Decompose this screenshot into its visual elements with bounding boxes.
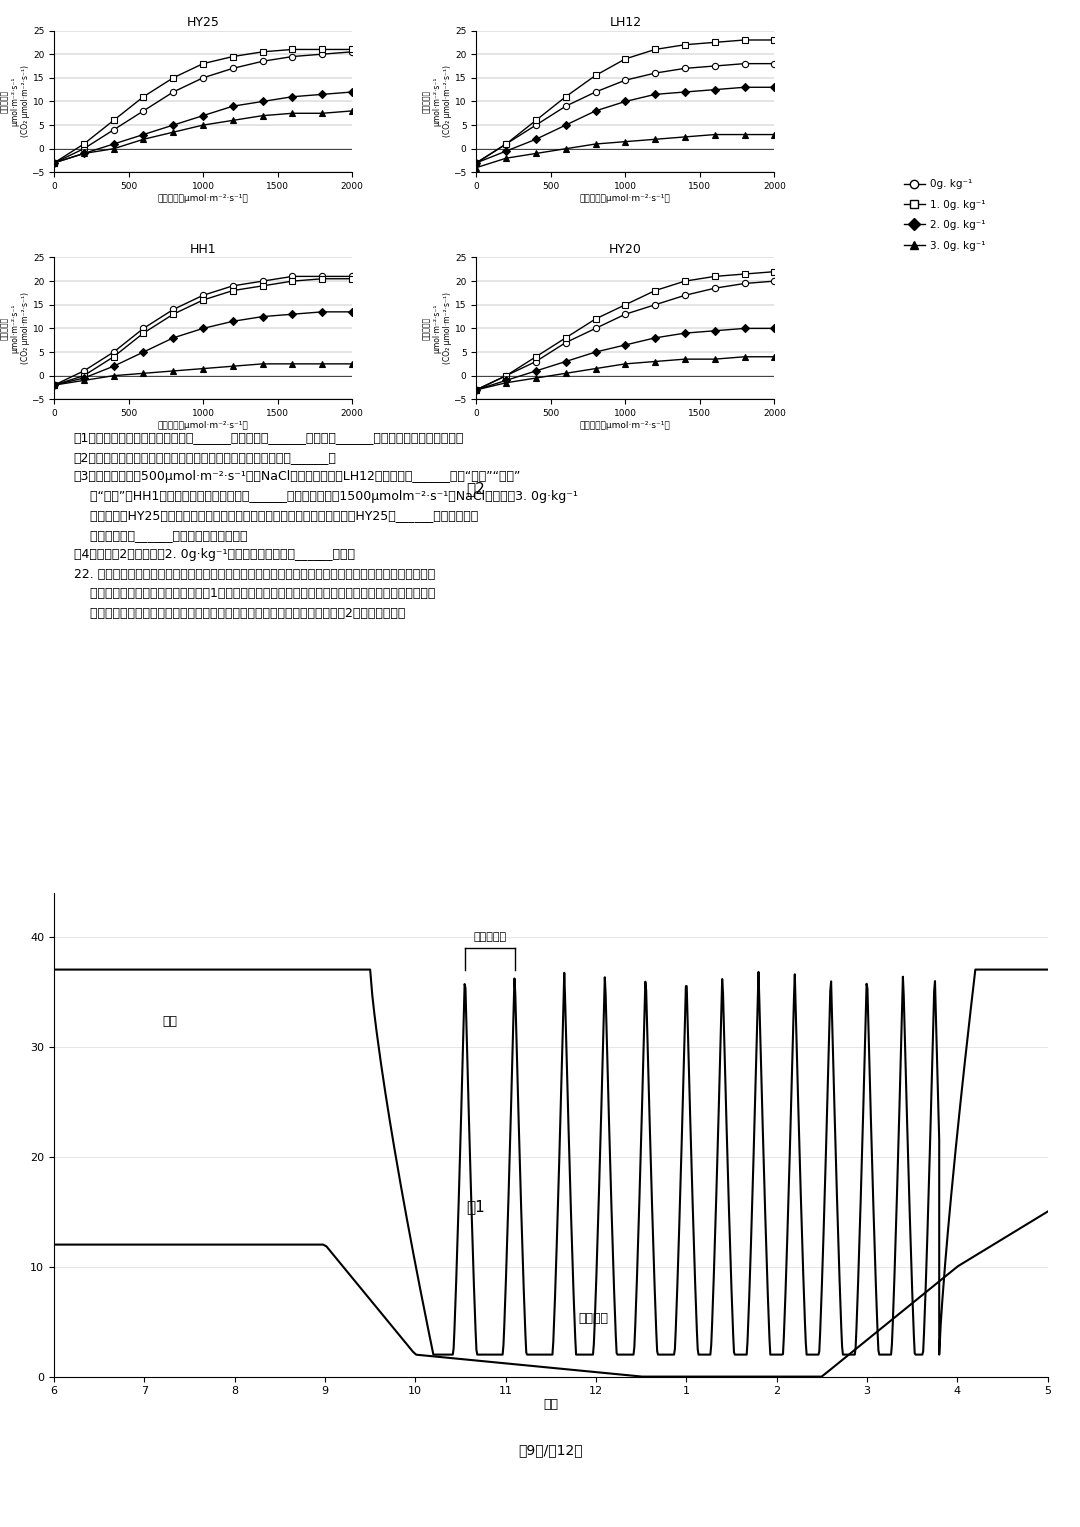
Text: 一个冬眠阵: 一个冬眠阵	[473, 931, 507, 942]
Title: HH1: HH1	[190, 243, 216, 257]
X-axis label: 光照强度（µmol·m⁻²·s⁻¹）: 光照强度（µmol·m⁻²·s⁻¹）	[580, 421, 671, 429]
Y-axis label: 净光合速率
µmol·m⁻²·s⁻¹
(CO₂ µmol·m⁻²·s⁻¹): 净光合速率 µmol·m⁻²·s⁻¹ (CO₂ µmol·m⁻²·s⁻¹)	[0, 66, 29, 137]
X-axis label: 光照强度（µmol·m⁻²·s⁻¹）: 光照强度（µmol·m⁻²·s⁻¹）	[580, 194, 671, 203]
Text: 图1: 图1	[465, 1199, 485, 1214]
Y-axis label: 净光合速率
µmol·m⁻²·s⁻¹
(CO₂ µmol·m⁻²·s⁻¹): 净光合速率 µmol·m⁻²·s⁻¹ (CO₂ µmol·m⁻²·s⁻¹)	[422, 66, 451, 137]
X-axis label: 光照强度（µmol·m⁻²·s⁻¹）: 光照强度（µmol·m⁻²·s⁻¹）	[158, 194, 248, 203]
Legend: 0g. kg⁻¹, 1. 0g. kg⁻¹, 2. 0g. kg⁻¹, 3. 0g. kg⁻¹: 0g. kg⁻¹, 1. 0g. kg⁻¹, 2. 0g. kg⁻¹, 3. 0…	[904, 179, 985, 250]
Text: 环境温度: 环境温度	[578, 1312, 608, 1324]
X-axis label: 光照强度（µmol·m⁻²·s⁻¹）: 光照强度（µmol·m⁻²·s⁻¹）	[158, 421, 248, 429]
Text: （1）花生叶肉细胞中的叶绿素包括______，主要吸收______光，可用______等有机溶剂从叶片中提取。
（2）盐添加量不同的条件下，叶绿素含量受影响最显: （1）花生叶肉细胞中的叶绿素包括______，主要吸收______光，可用___…	[73, 431, 578, 620]
Text: 图2: 图2	[465, 481, 485, 496]
Title: HY25: HY25	[187, 17, 219, 29]
Text: 第9页/共12页: 第9页/共12页	[518, 1443, 583, 1457]
Y-axis label: 净光合速率
µmol·m⁻²·s⁻¹
(CO₂ µmol·m⁻²·s⁻¹): 净光合速率 µmol·m⁻²·s⁻¹ (CO₂ µmol·m⁻²·s⁻¹)	[422, 292, 451, 365]
Text: 体温: 体温	[162, 1014, 177, 1028]
Title: HY20: HY20	[609, 243, 642, 257]
X-axis label: 月份: 月份	[543, 1397, 558, 1411]
Y-axis label: 净光合速率
µmol·m⁻²·s⁻¹
(CO₂ µmol·m⁻²·s⁻¹): 净光合速率 µmol·m⁻²·s⁻¹ (CO₂ µmol·m⁻²·s⁻¹)	[0, 292, 29, 365]
Title: LH12: LH12	[609, 17, 642, 29]
